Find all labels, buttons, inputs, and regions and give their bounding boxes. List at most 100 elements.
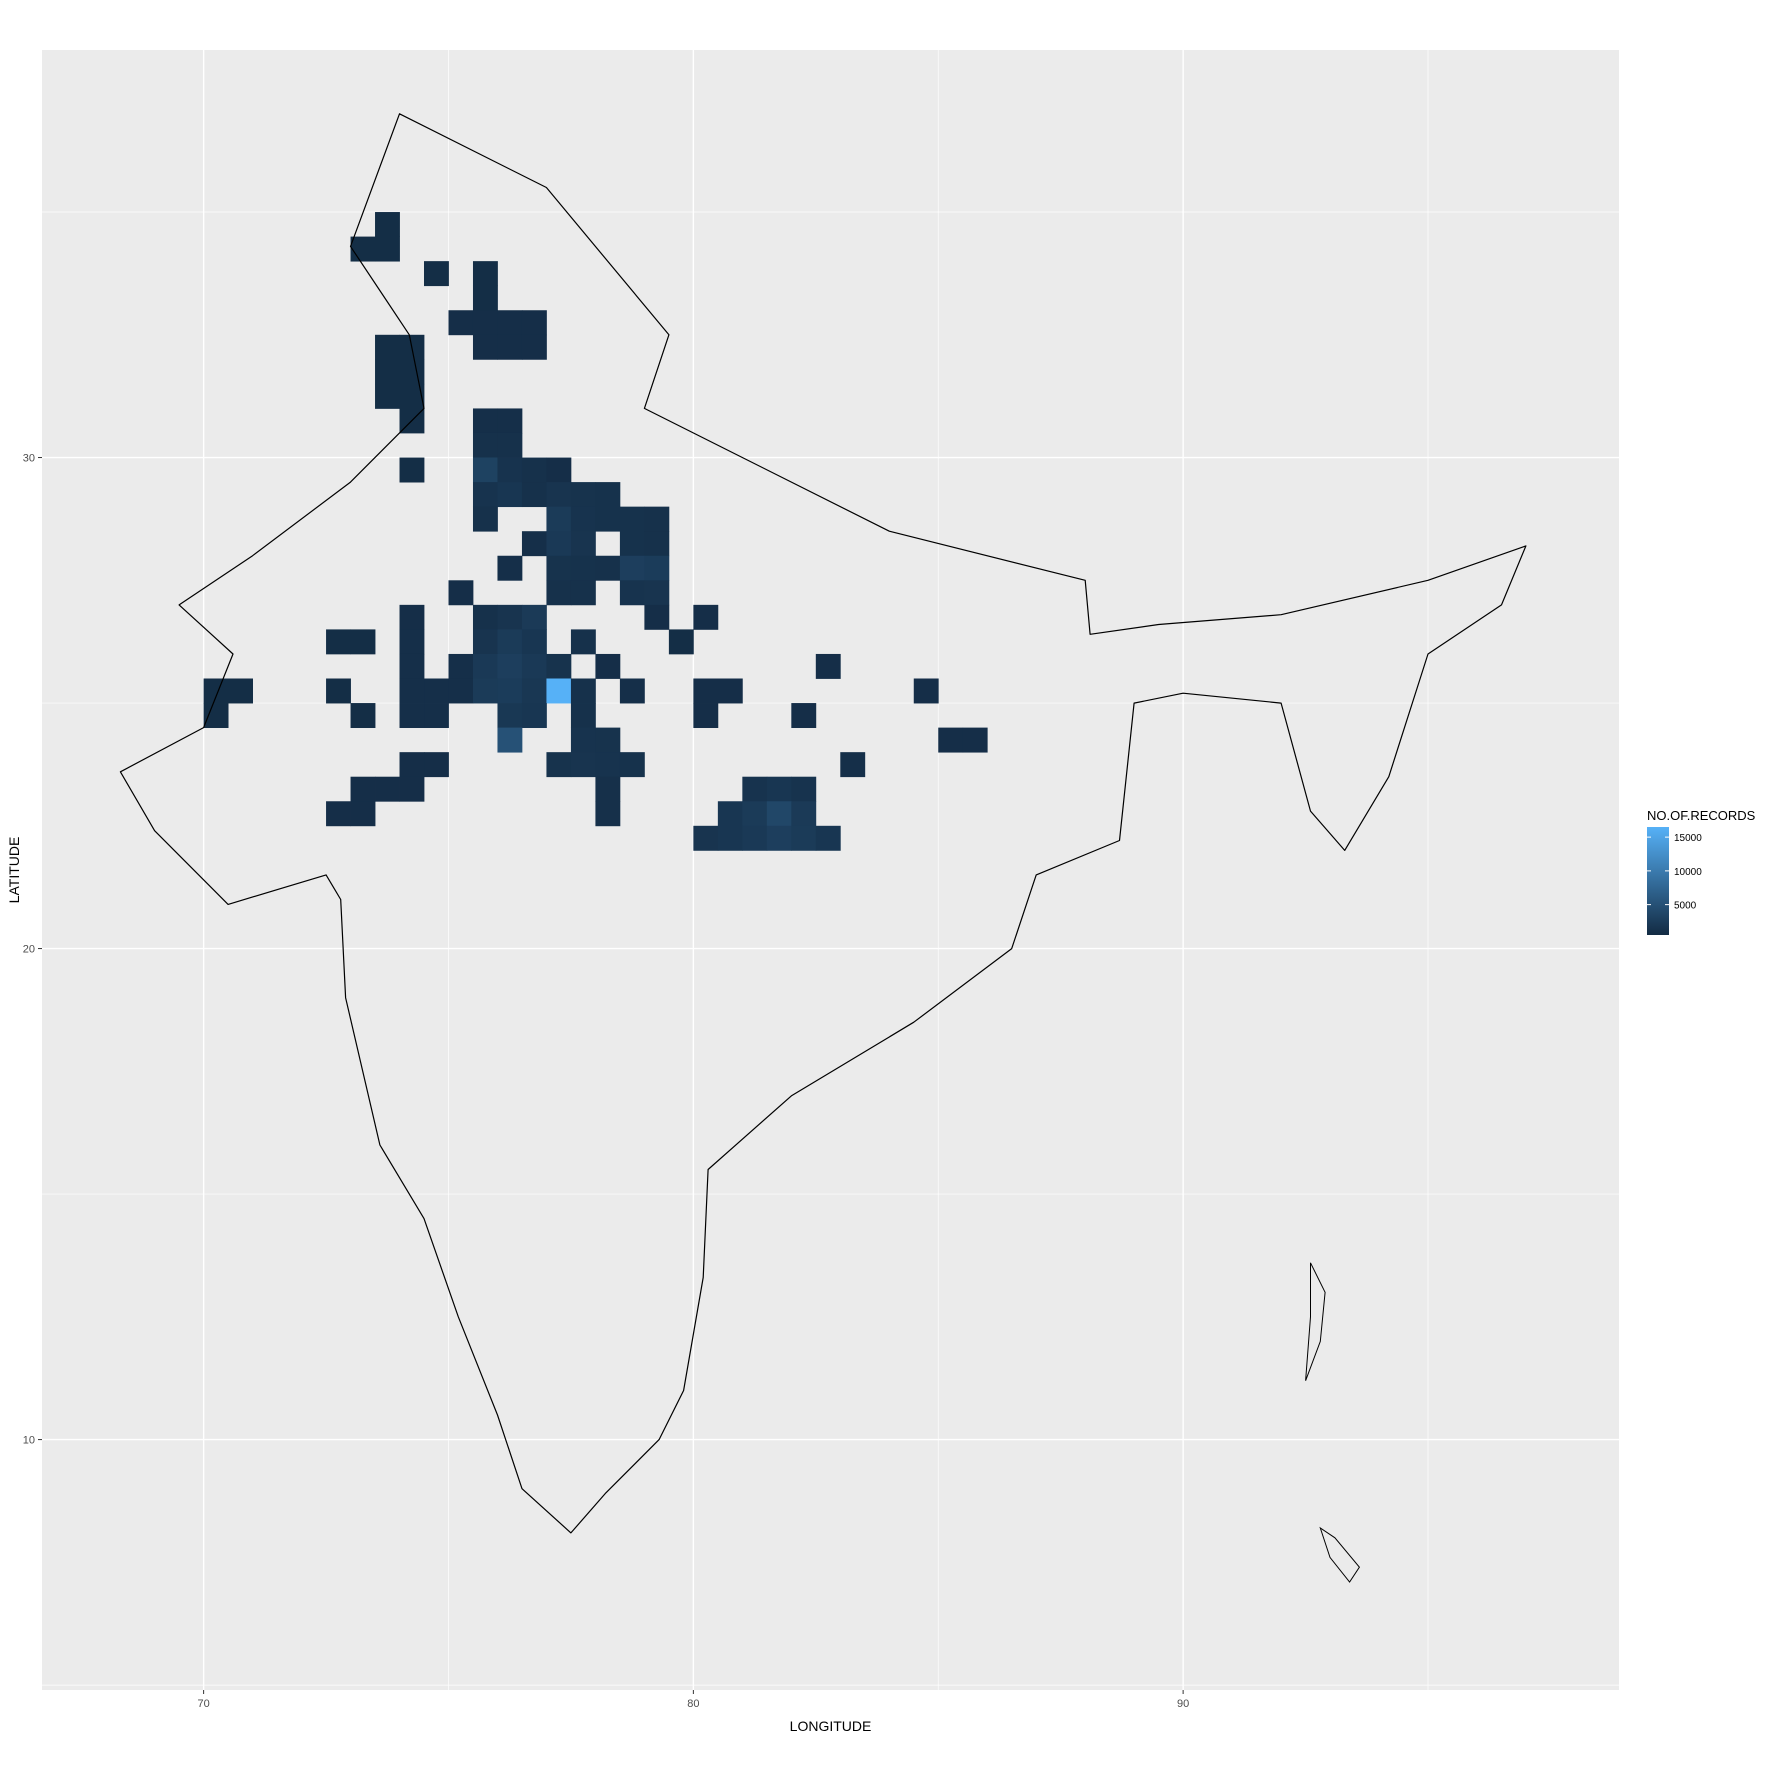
heatmap-cell [399,383,425,409]
legend-tick-label: 10000 [1674,867,1702,878]
heatmap-cell [693,703,719,729]
heatmap-cell [644,506,670,532]
heatmap-cell [938,727,964,753]
island-outline [1319,1526,1361,1583]
heatmap-cell [497,310,523,336]
heatmap-cell [570,506,596,532]
heatmap-cell [595,801,621,827]
heatmap-cell [546,482,572,508]
heatmap-cell [497,629,523,655]
legend-colorbar [1647,827,1669,935]
heatmap-cell [472,629,498,655]
heatmap-cell [448,653,474,679]
heatmap-cell [595,752,621,778]
heatmap-cell [521,653,547,679]
heatmap-cell [203,703,229,729]
heatmap-cell [497,334,523,360]
y-tick-label: 20 [23,944,35,956]
heatmap-cell [595,653,621,679]
heatmap-cell [375,334,400,360]
heatmap-cell [546,653,572,679]
heatmap-cells [203,212,988,851]
heatmap-cell [546,555,572,581]
heatmap-cell [228,678,253,704]
heatmap-cell [424,752,449,778]
heatmap-cell [472,482,498,508]
heatmap-cell [521,334,547,360]
heatmap-cell [375,359,400,385]
heatmap-cell [399,752,425,778]
heatmap-cell [399,604,425,630]
heatmap-cell [399,457,425,483]
heatmap-cell [350,236,376,262]
heatmap-cell [472,432,498,458]
legend-tick-label: 5000 [1674,901,1697,912]
heatmap-cell [595,727,621,753]
heatmap-cell [546,580,572,606]
grid-major [42,50,1619,1690]
heatmap-cell [546,752,572,778]
x-axis-ticks: 70 80 90 [197,1690,1189,1710]
x-tick-label: 70 [197,1698,209,1710]
heatmap-cell [521,482,547,508]
country-outline [119,113,1527,1534]
heatmap-cell [668,629,694,655]
heatmap-cell [399,653,425,679]
x-tick-label: 90 [1177,1698,1189,1710]
heatmap-cell [375,212,400,237]
heatmap-cell [644,580,670,606]
heatmap-cell [472,457,498,483]
heatmap-cell [619,531,645,557]
heatmap-cell [570,678,596,704]
island-outline [1305,1262,1326,1381]
heatmap-cell [619,678,645,704]
heatmap-cell [472,285,498,311]
heatmap-cell [595,776,621,802]
heatmap-cell [203,678,229,704]
heatmap-cell [521,457,547,483]
heatmap-cell [399,776,425,802]
heatmap-cell [472,334,498,360]
y-tick-label: 30 [23,453,35,465]
heatmap-cell [472,506,498,532]
heatmap-cell [546,457,572,483]
heatmap-cell [350,801,376,827]
heatmap-cell [521,629,547,655]
heatmap-cell [497,482,523,508]
heatmap-cell [448,678,474,704]
heatmap-cell [375,236,400,262]
heatmap-cell [717,825,743,851]
heatmap-cell [497,727,523,753]
heatmap-cell [375,776,400,802]
heatmap-cell [497,678,523,704]
heatmap-cell [326,629,351,655]
heatmap-cell [497,432,523,458]
heatmap-cell [350,629,376,655]
heatmap-cell [497,408,523,434]
heatmap-cell [521,678,547,704]
plot-panel [42,50,1619,1690]
heatmap-cell [913,678,939,704]
heatmap-cell [766,776,792,802]
legend-tick-label: 15000 [1674,833,1702,844]
heatmap-cell [399,678,425,704]
heatmap-cell [472,310,498,336]
heatmap-cell [472,653,498,679]
heatmap-cell [644,531,670,557]
heatmap-cell [424,678,449,704]
heatmap-cell [448,310,474,336]
heatmap-cell [693,604,719,630]
heatmap-cell [375,383,400,409]
heatmap-cell [742,825,768,851]
heatmap-cell [570,752,596,778]
heatmap-cell [644,604,670,630]
legend: NO.OF.RECORDS 5000 10000 15000 [1647,808,1756,935]
y-tick-label: 10 [23,1435,35,1447]
heatmap-cell [791,801,817,827]
x-tick-label: 80 [687,1698,699,1710]
heatmap-cell [546,531,572,557]
heatmap-cell [546,678,572,704]
heatmap-cell [399,703,425,729]
heatmap-cell [472,261,498,287]
heatmap-cell [766,825,792,851]
